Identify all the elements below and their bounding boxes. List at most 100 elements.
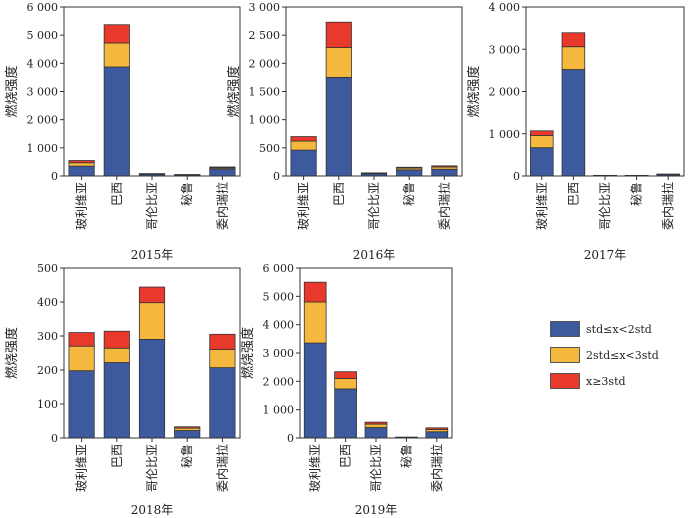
bar-segment xyxy=(334,378,357,390)
y-tick-label: 1 000 xyxy=(27,142,59,155)
bar-segment xyxy=(103,66,130,177)
plot-frame xyxy=(285,6,463,177)
bar-segment xyxy=(325,47,352,78)
y-tick-label: 0 xyxy=(513,170,520,183)
bar-segment xyxy=(103,42,130,68)
x-tick-label: 哥伦比亚 xyxy=(368,444,383,492)
bar-segment xyxy=(325,77,352,177)
bar-segment xyxy=(396,169,423,177)
bar-segment xyxy=(103,330,130,349)
bar-segment xyxy=(174,430,201,439)
bar-segment xyxy=(209,367,236,439)
y-axis-label: 燃烧强度 xyxy=(4,327,20,379)
bar-segment xyxy=(209,166,236,169)
y-tick-label: 2 000 xyxy=(249,57,281,70)
x-tick-label: 玻利维亚 xyxy=(297,182,311,230)
x-tick-label: 巴西 xyxy=(110,444,124,468)
legend: std≤x<2std 2std≤x<3std x≥3std xyxy=(550,316,659,394)
bar-segment xyxy=(209,349,236,369)
bar-segment xyxy=(290,149,317,177)
y-tick-label: 6 000 xyxy=(263,262,295,275)
y-tick-label: 1 000 xyxy=(489,128,521,141)
bar-segment xyxy=(334,371,357,379)
bar-segment xyxy=(290,136,317,142)
x-tick-label: 委内瑞拉 xyxy=(214,182,229,230)
x-tick-label: 秘鲁 xyxy=(630,182,644,206)
plot-frame xyxy=(63,6,241,177)
y-axis-label: 燃烧强度 xyxy=(226,65,242,117)
bar-segment xyxy=(209,333,236,350)
x-tick-label: 巴西 xyxy=(566,182,580,206)
y-tick-label: 4 000 xyxy=(263,319,295,332)
x-tick-label: 玻利维亚 xyxy=(75,444,89,492)
y-tick-label: 300 xyxy=(37,330,58,343)
bar-segment xyxy=(425,431,449,439)
bar-segment xyxy=(138,302,166,340)
bar-segment xyxy=(303,281,327,303)
chart-title: 2018年 xyxy=(131,503,174,517)
legend-item: 2std≤x<3std xyxy=(550,342,659,368)
bar-segment xyxy=(138,286,166,304)
x-tick-label: 巴西 xyxy=(332,182,346,206)
bar-segment xyxy=(209,168,236,177)
x-tick-label: 巴西 xyxy=(110,182,124,206)
legend-swatch xyxy=(550,321,580,337)
bar-segment xyxy=(396,166,423,169)
x-tick-label: 秘鲁 xyxy=(180,182,194,206)
y-tick-label: 500 xyxy=(259,142,280,155)
y-tick-label: 100 xyxy=(37,398,58,411)
y-tick-label: 200 xyxy=(37,364,58,377)
bar-segment xyxy=(364,427,388,439)
legend-item: x≥3std xyxy=(550,368,659,394)
chart-title: 2017年 xyxy=(584,248,627,262)
bar-segment xyxy=(103,362,130,439)
bar-segment xyxy=(334,388,357,439)
bar-segment xyxy=(103,347,130,363)
y-tick-label: 3 000 xyxy=(263,347,295,360)
y-axis-label: 燃烧强度 xyxy=(4,65,20,117)
y-tick-label: 3 000 xyxy=(489,43,521,56)
bar-segment xyxy=(364,421,388,425)
x-tick-label: 委内瑞拉 xyxy=(214,444,229,492)
bar-segment xyxy=(364,423,388,428)
x-tick-label: 委内瑞拉 xyxy=(436,182,451,230)
y-tick-label: 4 000 xyxy=(27,57,59,70)
x-tick-label: 巴西 xyxy=(339,444,353,468)
bar-segment xyxy=(303,342,327,439)
x-tick-label: 委内瑞拉 xyxy=(660,182,675,230)
y-tick-label: 1 000 xyxy=(263,404,295,417)
bar-segment xyxy=(68,370,95,439)
y-tick-label: 4 000 xyxy=(489,1,521,14)
legend-label: std≤x<2std xyxy=(586,322,652,336)
chart-title: 2019年 xyxy=(355,503,398,517)
bar-segment xyxy=(530,135,554,149)
y-tick-label: 3 000 xyxy=(27,86,59,99)
y-tick-label: 1 000 xyxy=(249,114,281,127)
legend-swatch xyxy=(550,373,580,389)
y-tick-label: 3 000 xyxy=(249,1,281,14)
bar-segment xyxy=(68,165,95,177)
plot-frame xyxy=(525,6,685,177)
bar-segment xyxy=(68,332,95,347)
bar-segment xyxy=(561,46,586,70)
bar-segment xyxy=(68,160,95,164)
chart-title: 2015年 xyxy=(131,248,174,262)
y-tick-label: 5 000 xyxy=(263,290,295,303)
bar-segment xyxy=(174,426,201,429)
bar-segment xyxy=(68,345,95,372)
x-tick-label: 哥伦比亚 xyxy=(366,182,381,230)
bar-segment xyxy=(68,162,95,167)
bar-segment xyxy=(138,338,166,439)
plot-frame xyxy=(299,267,453,439)
y-tick-label: 2 500 xyxy=(249,29,281,42)
y-tick-label: 500 xyxy=(37,262,58,275)
x-tick-label: 玻利维亚 xyxy=(308,444,322,492)
x-tick-label: 秘鲁 xyxy=(402,182,416,206)
y-tick-label: 5 000 xyxy=(27,29,59,42)
legend-item: std≤x<2std xyxy=(550,316,659,342)
